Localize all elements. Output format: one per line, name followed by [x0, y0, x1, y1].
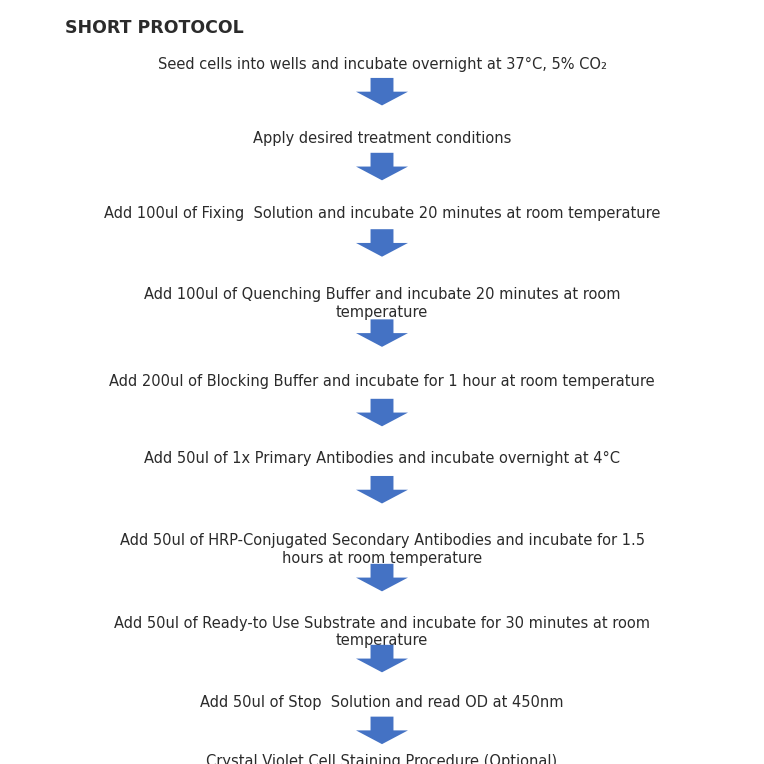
Text: Crystal Violet Cell Staining Procedure (Optional): Crystal Violet Cell Staining Procedure (… — [206, 754, 558, 764]
Text: Add 50ul of HRP-Conjugated Secondary Antibodies and incubate for 1.5
hours at ro: Add 50ul of HRP-Conjugated Secondary Ant… — [119, 533, 645, 565]
Text: Seed cells into wells and incubate overnight at 37°C, 5% CO₂: Seed cells into wells and incubate overn… — [157, 57, 607, 73]
Text: SHORT PROTOCOL: SHORT PROTOCOL — [65, 19, 244, 37]
Text: Add 200ul of Blocking Buffer and incubate for 1 hour at room temperature: Add 200ul of Blocking Buffer and incubat… — [109, 374, 655, 390]
Polygon shape — [356, 476, 408, 503]
Polygon shape — [356, 564, 408, 591]
Text: Add 50ul of Stop  Solution and read OD at 450nm: Add 50ul of Stop Solution and read OD at… — [200, 695, 564, 711]
Text: Apply desired treatment conditions: Apply desired treatment conditions — [253, 131, 511, 147]
Text: Add 100ul of Fixing  Solution and incubate 20 minutes at room temperature: Add 100ul of Fixing Solution and incubat… — [104, 206, 660, 222]
Text: Add 50ul of 1x Primary Antibodies and incubate overnight at 4°C: Add 50ul of 1x Primary Antibodies and in… — [144, 451, 620, 466]
Polygon shape — [356, 153, 408, 180]
Polygon shape — [356, 399, 408, 426]
Polygon shape — [356, 78, 408, 105]
Polygon shape — [356, 645, 408, 672]
Polygon shape — [356, 319, 408, 347]
Polygon shape — [356, 229, 408, 257]
Text: Add 50ul of Ready-to Use Substrate and incubate for 30 minutes at room
temperatu: Add 50ul of Ready-to Use Substrate and i… — [114, 616, 650, 648]
Text: Add 100ul of Quenching Buffer and incubate 20 minutes at room
temperature: Add 100ul of Quenching Buffer and incuba… — [144, 287, 620, 319]
Polygon shape — [356, 717, 408, 744]
